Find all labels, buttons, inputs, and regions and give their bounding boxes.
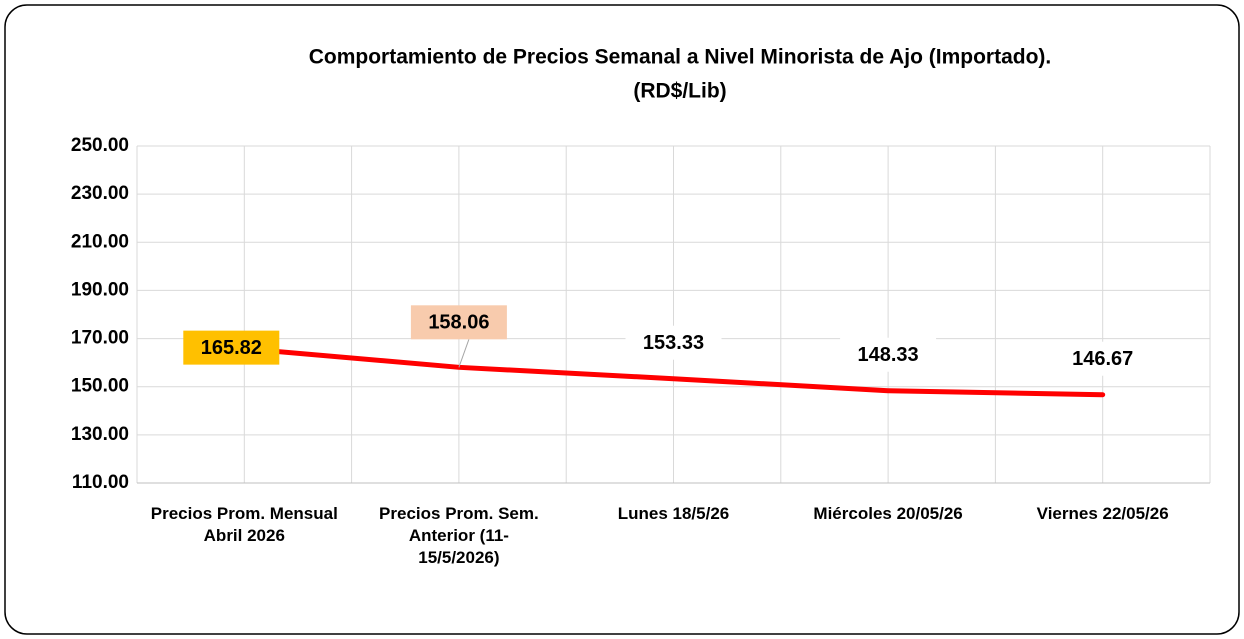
value-label-box <box>840 337 937 372</box>
line-series <box>241 346 1106 398</box>
value-label-box <box>410 305 507 340</box>
chart-border <box>4 4 1240 635</box>
value-label: 146.67 <box>1072 348 1133 370</box>
y-tick-label: 250.00 <box>71 135 129 156</box>
value-label-box <box>1054 341 1151 376</box>
x-tick-label: Miércoles 20/05/26 <box>813 504 963 523</box>
y-tick-label: 190.00 <box>71 279 129 300</box>
x-tick-label: Viernes 22/05/26 <box>1036 504 1169 523</box>
y-tick-label: 150.00 <box>71 376 129 397</box>
value-label: 148.33 <box>858 344 919 366</box>
x-tick-label: Precios Prom. Sem. Anterior (11-15/5/202… <box>379 504 539 567</box>
x-tick-label: Precios Prom. Mensual Abril 2026 <box>150 504 338 545</box>
value-label-box <box>183 330 280 365</box>
value-label: 165.82 <box>201 337 262 359</box>
y-tick-label: 110.00 <box>72 472 129 493</box>
leader-line <box>458 339 470 368</box>
value-label-box <box>625 325 722 360</box>
x-tick-label: Lunes 18/5/26 <box>617 504 730 523</box>
y-tick-label: 170.00 <box>71 328 129 349</box>
y-tick-label: 130.00 <box>71 424 129 445</box>
value-label: 158.06 <box>428 312 489 334</box>
chart-title: Comportamiento de Precios Semanal a Nive… <box>309 46 1052 69</box>
y-tick-label: 210.00 <box>71 231 129 252</box>
y-tick-label: 230.00 <box>71 183 129 204</box>
chart-subtitle: (RD$/Lib) <box>633 80 726 103</box>
value-label: 153.33 <box>643 332 704 354</box>
